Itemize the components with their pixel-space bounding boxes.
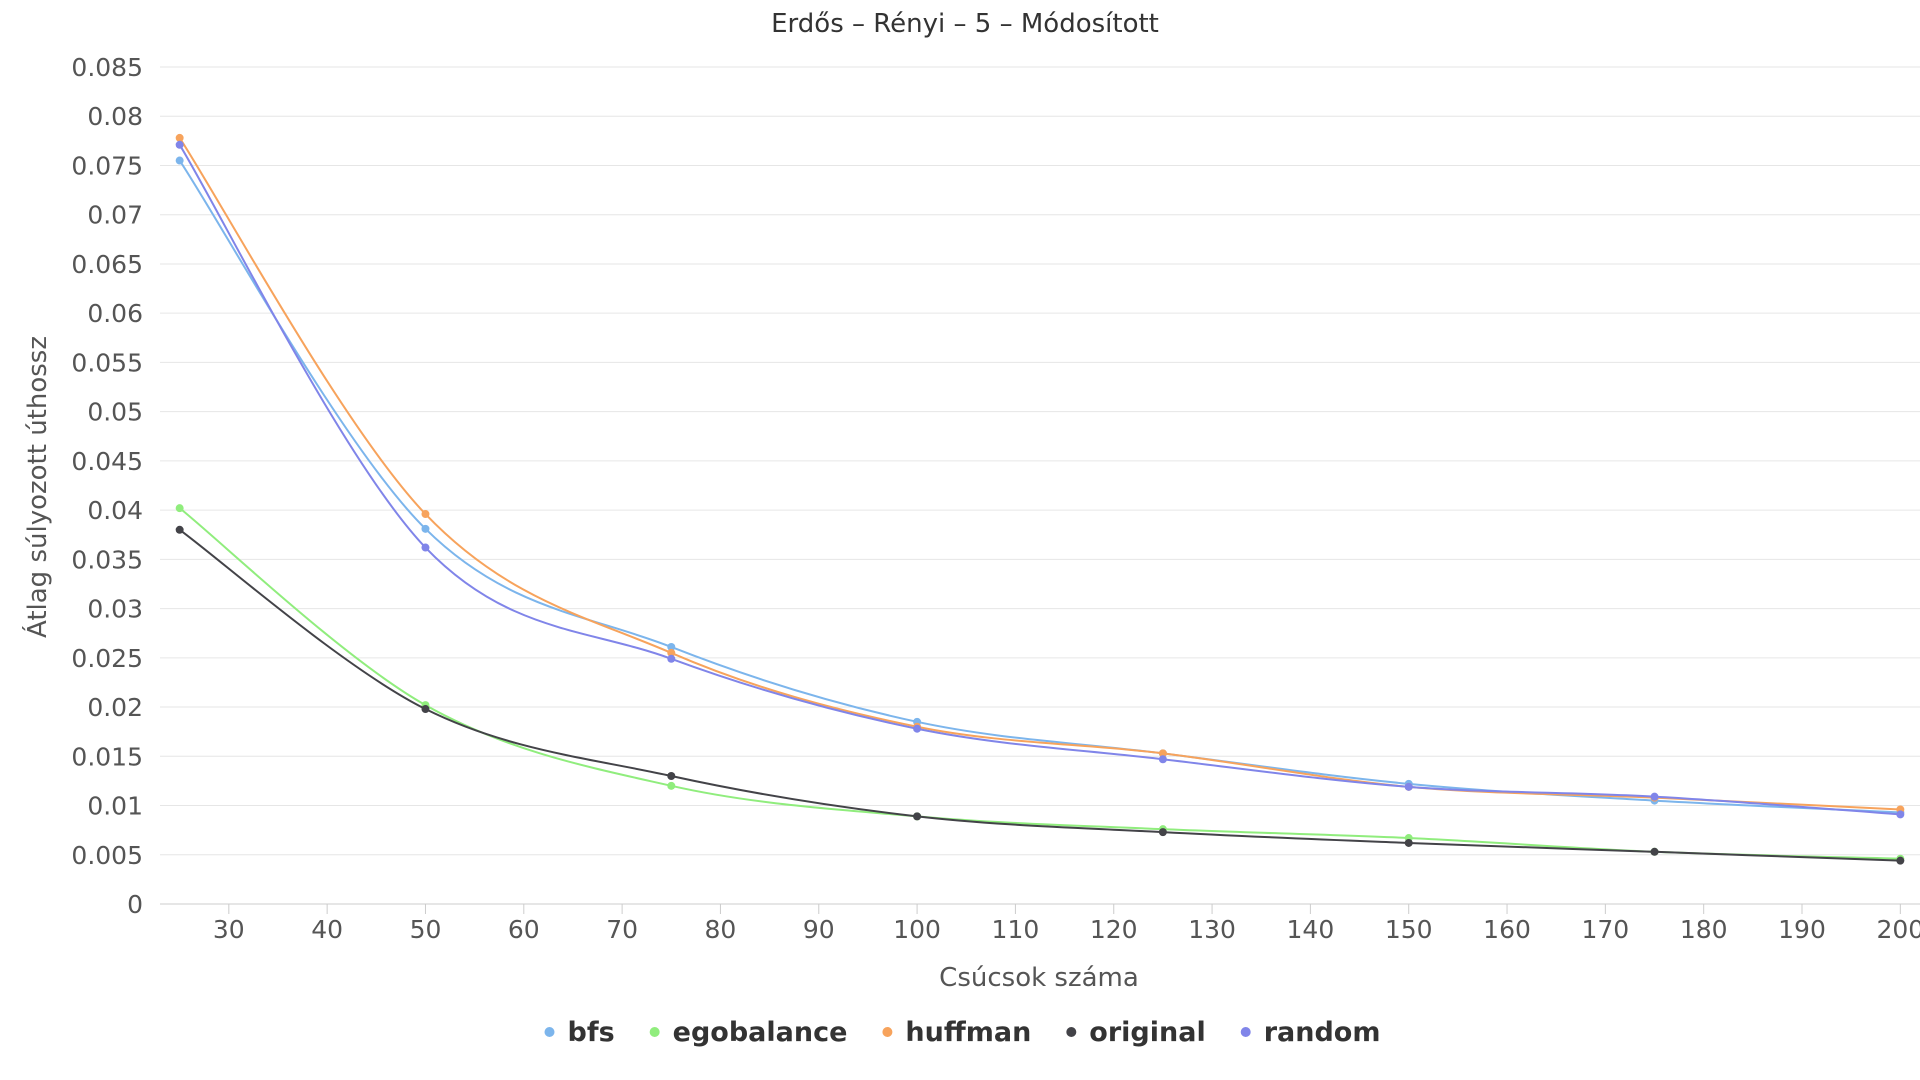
data-point-random[interactable] [1650,792,1659,801]
data-point-random[interactable] [1896,810,1905,819]
data-point-huffman[interactable] [175,133,184,142]
data-point-egobalance[interactable] [667,781,676,790]
series-line-bfs [178,159,1901,814]
series-line-original [179,529,1901,862]
legend-item-huffman[interactable]: huffman [882,1017,1031,1048]
x-tick-label: 130 [1188,915,1236,944]
legend-label-bfs: bfs [568,1017,615,1048]
x-tick-label: 70 [606,915,638,944]
legend-marker-huffman [882,1027,893,1037]
y-tick-label: 0.015 [71,742,143,771]
legend-item-original[interactable]: original [1066,1017,1206,1048]
y-tick-label: 0.055 [71,348,143,377]
data-point-bfs[interactable] [421,524,430,533]
y-tick-label: 0 [127,890,143,919]
x-tick-label: 110 [992,915,1040,944]
legend-marker-egobalance [649,1027,660,1037]
x-tick-label: 140 [1287,915,1335,944]
x-tick-label: 170 [1582,915,1630,944]
series-line-huffman [178,137,1901,811]
x-tick-label: 50 [410,915,442,944]
legend-marker-bfs [544,1027,555,1037]
x-tick-label: 200 [1876,915,1920,944]
y-tick-label: 0.075 [71,151,143,180]
y-tick-label: 0.025 [71,644,143,673]
grid-layer [160,66,1920,905]
series-random [175,140,1905,819]
x-tick-label: 90 [803,915,835,944]
series-layer [175,133,1905,865]
series-original [175,525,1905,865]
legend-label-original: original [1089,1017,1205,1048]
legend-marker-original [1066,1027,1077,1037]
data-point-random[interactable] [175,140,184,149]
legend-label-huffman: huffman [905,1017,1031,1048]
x-axis-title: Csúcsok száma [939,963,1139,993]
x-tick-label: 180 [1680,915,1728,944]
data-point-random[interactable] [667,654,676,663]
data-point-random[interactable] [1404,782,1413,791]
y-tick-label: 0.045 [71,447,143,476]
series-line-random [178,144,1901,816]
y-tick-label: 0.01 [87,792,143,821]
y-axis-title: Átlag súlyozott úthossz [21,336,53,638]
legend-label-random: random [1264,1017,1381,1048]
data-point-egobalance[interactable] [175,504,184,513]
x-tick-label: 160 [1483,915,1531,944]
x-tick-label: 190 [1778,915,1826,944]
data-point-bfs[interactable] [667,642,676,651]
x-tick-label: 30 [213,915,245,944]
y-tick-label: 0.005 [71,841,143,870]
y-tick-label: 0.035 [71,545,143,574]
data-point-bfs[interactable] [175,156,184,165]
data-point-original[interactable] [1650,847,1659,856]
legend-marker-random [1240,1027,1251,1037]
x-tick-label: 80 [705,915,737,944]
legend[interactable]: bfs egobalance huffman original random [544,1017,1381,1048]
x-tick-label: 60 [508,915,540,944]
x-tick-label: 40 [311,915,343,944]
y-tick-label: 0.05 [87,398,143,427]
series-huffman [175,133,1905,814]
y-tick-label: 0.07 [87,201,143,230]
data-point-original[interactable] [913,812,922,821]
legend-item-bfs[interactable]: bfs [544,1017,615,1048]
y-tick-label: 0.085 [71,53,143,82]
legend-label-egobalance: egobalance [673,1017,848,1048]
data-point-original[interactable] [421,705,430,714]
data-point-random[interactable] [421,543,430,552]
x-tick-label: 120 [1090,915,1138,944]
data-point-original[interactable] [1404,838,1413,847]
axis-layer: 0 0.005 0.01 0.015 0.02 0.025 0.03 0.035 0.04 0.0… [71,53,1920,944]
y-tick-label: 0.03 [87,595,143,624]
y-tick-label: 0.08 [87,102,143,131]
y-tick-label: 0.06 [87,299,143,328]
label-layer: Erdős – Rényi – 5 – Módosított Csúcsok s… [21,9,1159,993]
legend-item-random[interactable]: random [1240,1017,1381,1048]
y-tick-label: 0.065 [71,250,143,279]
chart-title: Erdős – Rényi – 5 – Módosított [771,9,1159,39]
data-point-random[interactable] [1158,755,1167,764]
x-tick-label: 100 [893,915,941,944]
data-point-original[interactable] [1896,856,1905,865]
data-point-original[interactable] [175,525,184,534]
legend-item-egobalance[interactable]: egobalance [649,1017,848,1048]
data-point-huffman[interactable] [1158,749,1167,758]
x-tick-label: 150 [1385,915,1433,944]
data-point-original[interactable] [667,771,676,780]
series-bfs [175,156,1905,817]
data-point-huffman[interactable] [421,510,430,519]
y-tick-label: 0.02 [87,693,143,722]
data-point-huffman[interactable] [667,648,676,657]
data-point-original[interactable] [1158,828,1167,837]
data-point-random[interactable] [913,724,922,733]
y-tick-label: 0.04 [87,496,143,525]
